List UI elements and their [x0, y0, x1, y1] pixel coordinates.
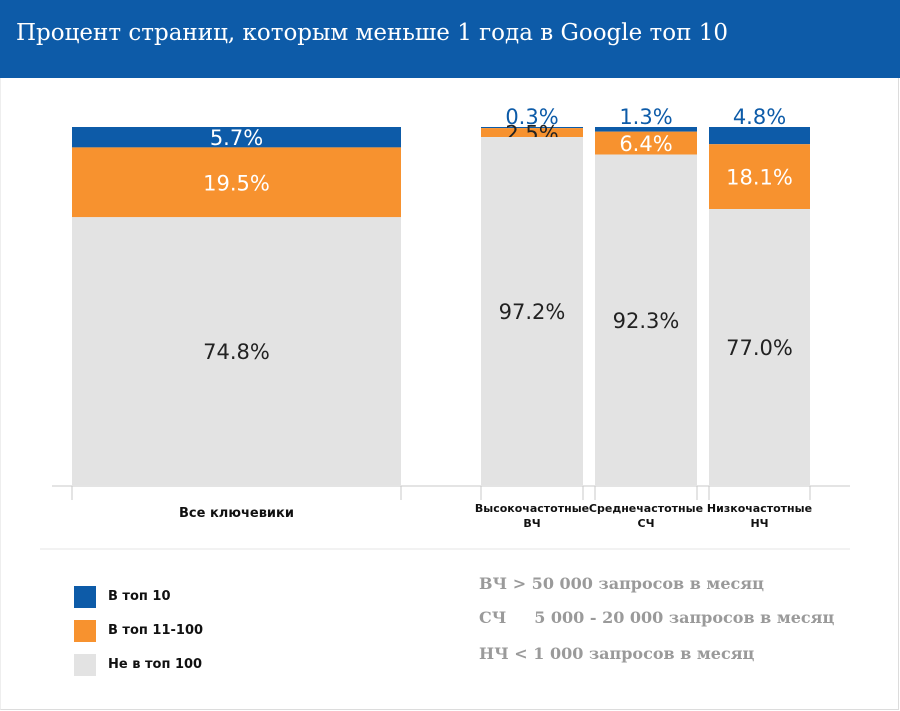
legend-swatch-top11-100 — [74, 620, 96, 642]
bar-top10-3 — [709, 127, 810, 145]
legend-label-not-top100: Не в топ 100 — [108, 657, 203, 672]
bar-top11-100-3 — [709, 144, 810, 210]
value-label-not-top100-0: 74.8% — [203, 340, 270, 364]
bar-top11-100-0 — [72, 147, 401, 218]
value-label-not-top100-3: 77.0% — [726, 336, 793, 360]
category-label-1-1: ВЧ — [523, 517, 540, 530]
value-label-top10-0: 5.7% — [210, 126, 263, 150]
bar-top10-2 — [595, 127, 697, 132]
category-label-1-0: Высокочастотные — [475, 502, 589, 515]
category-label-3-1: НЧ — [750, 517, 768, 530]
value-label-not-top100-1: 97.2% — [499, 300, 566, 324]
chart-frame — [0, 78, 899, 710]
value-label-top11-100-3: 18.1% — [726, 166, 793, 190]
bar-top11-100-1 — [481, 128, 583, 138]
bar-not-top100-0 — [72, 217, 401, 485]
category-label-3-0: Низкочастотные — [707, 502, 812, 515]
note-nch: НЧ < 1 000 запросов в месяц — [479, 644, 755, 663]
legend-label-top11-100: В топ 11-100 — [108, 623, 204, 638]
chart-title: Процент страниц, которым меньше 1 года в… — [16, 20, 729, 46]
value-label-top10-2: 1.3% — [619, 105, 672, 129]
legend-swatch-top10 — [74, 586, 96, 608]
value-label-top11-100-2: 6.4% — [619, 132, 672, 156]
bar-top11-100-2 — [595, 131, 697, 155]
value-label-top11-100-0: 19.5% — [203, 171, 270, 195]
bar-top10-0 — [72, 127, 401, 148]
value-label-top10-1: 0.3% — [505, 105, 558, 129]
value-label-top10-3: 4.8% — [733, 105, 786, 129]
category-label-2-1: СЧ — [638, 517, 655, 530]
category-label-0-0: Все ключевики — [179, 506, 294, 521]
bar-not-top100-1 — [481, 137, 583, 486]
note-vch: ВЧ > 50 000 запросов в месяц — [479, 574, 764, 593]
note-sch: СЧ 5 000 - 20 000 запросов в месяц — [479, 608, 835, 627]
legend-swatch-not-top100 — [74, 654, 96, 676]
bar-not-top100-3 — [709, 209, 810, 485]
value-label-not-top100-2: 92.3% — [613, 309, 680, 333]
header-bar: Процент страниц, которым меньше 1 года в… — [0, 0, 900, 78]
bar-top10-1 — [481, 127, 583, 129]
bar-not-top100-2 — [595, 154, 697, 486]
legend-label-top10: В топ 10 — [108, 589, 171, 604]
category-label-2-0: Среднечастотные — [589, 502, 703, 515]
